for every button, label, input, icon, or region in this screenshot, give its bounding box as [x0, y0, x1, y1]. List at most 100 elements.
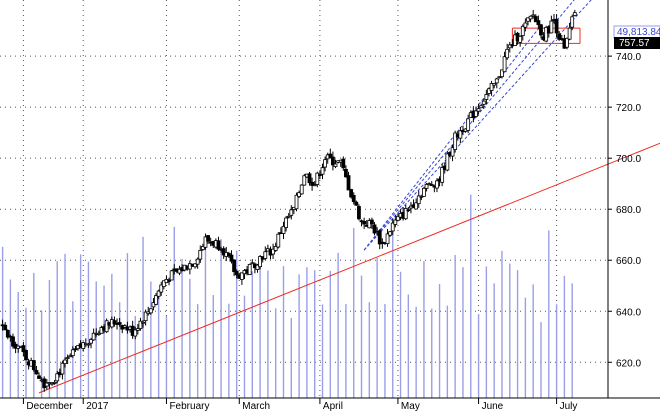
- candle-body: [232, 259, 236, 273]
- price-candles: [0, 9, 577, 392]
- candle-body: [112, 320, 117, 325]
- candle-body: [333, 163, 338, 167]
- candle-body: [427, 183, 432, 185]
- candle-body: [250, 262, 255, 265]
- candle-body: [354, 201, 359, 206]
- candle-body: [367, 220, 372, 229]
- candle-body: [458, 130, 463, 139]
- candle-body: [500, 69, 504, 78]
- candle-body: [3, 324, 8, 331]
- candle-body: [346, 175, 351, 191]
- axis-tick-labels: 620.0 640.0 660.0 680.0 700.0 720.0 740.0 Decem…: [22, 52, 641, 412]
- candle-body: [247, 264, 252, 276]
- candle-body: [565, 37, 569, 48]
- candle-body: [161, 280, 166, 287]
- candle-body: [206, 235, 210, 242]
- y-tick-label: 620.0: [616, 358, 641, 369]
- candle-body: [263, 251, 268, 259]
- y-tick-label: 660.0: [616, 256, 641, 267]
- candle-body: [24, 349, 28, 361]
- candle-body: [271, 248, 275, 255]
- candle-body: [5, 330, 10, 338]
- candle-body: [484, 94, 489, 100]
- candle-body: [73, 348, 78, 351]
- candle-body: [487, 88, 491, 94]
- candle-body: [60, 362, 65, 375]
- candle-body: [203, 236, 208, 248]
- candle-body: [44, 382, 49, 387]
- candle-body: [31, 360, 36, 371]
- candle-body: [307, 173, 312, 184]
- candle-body: [557, 33, 562, 40]
- candle-body: [65, 357, 70, 360]
- candle-body: [526, 17, 530, 22]
- candle-body: [341, 158, 346, 169]
- candle-body: [570, 16, 575, 28]
- candle-body: [96, 332, 101, 335]
- candle-body: [494, 78, 499, 84]
- x-tick-label: 2017: [86, 401, 109, 412]
- candle-body: [104, 320, 109, 333]
- candle-body: [200, 245, 205, 250]
- x-tick-label: May: [401, 401, 420, 412]
- trend-line: [363, 0, 575, 251]
- candle-body: [372, 224, 377, 234]
- axes: [0, 0, 660, 399]
- candle-body: [507, 44, 512, 49]
- price-badge-box: [614, 37, 660, 49]
- candle-body: [226, 253, 231, 257]
- candle-body: [440, 167, 445, 183]
- candle-body: [362, 221, 367, 225]
- candle-body: [518, 35, 523, 43]
- x-tick-label: June: [482, 401, 504, 412]
- candle-body: [138, 320, 143, 329]
- candle-body: [370, 219, 374, 225]
- candle-body: [302, 175, 307, 186]
- candle-body: [422, 187, 426, 197]
- candle-body: [141, 321, 145, 324]
- candle-body: [323, 159, 328, 168]
- candle-body: [390, 222, 395, 232]
- candle-body: [474, 110, 478, 117]
- candle-body: [289, 209, 294, 216]
- candle-body: [34, 370, 39, 375]
- candle-body: [167, 279, 171, 282]
- candle-body: [528, 15, 533, 20]
- candle-body: [55, 373, 60, 382]
- candle-body: [276, 233, 281, 248]
- candle-body: [21, 345, 26, 353]
- candle-body: [255, 264, 260, 270]
- trend-line: [38, 142, 660, 394]
- x-tick-label: February: [169, 401, 209, 412]
- x-tick-label: April: [323, 401, 343, 412]
- candle-body: [424, 183, 429, 189]
- candle-body: [344, 168, 348, 178]
- candle-body: [505, 48, 510, 59]
- candle-body: [229, 254, 234, 262]
- candle-body: [544, 26, 549, 42]
- candle-body: [385, 233, 390, 245]
- candle-body: [403, 208, 408, 220]
- candle-body: [497, 76, 502, 79]
- candle-body: [351, 194, 356, 203]
- candle-body: [476, 108, 481, 112]
- candle-body: [549, 20, 554, 34]
- candle-body: [435, 180, 439, 189]
- candle-body: [533, 16, 538, 23]
- x-tick-label: March: [242, 401, 270, 412]
- trend-line: [363, 25, 542, 251]
- candle-body: [258, 256, 262, 268]
- candle-body: [284, 217, 288, 228]
- candle-body: [89, 339, 93, 344]
- candle-body: [414, 202, 419, 210]
- candle-body: [91, 332, 96, 341]
- candle-body: [281, 225, 286, 234]
- candle-body: [294, 194, 299, 210]
- candle-body: [531, 14, 536, 17]
- candle-body: [286, 215, 291, 218]
- candle-body: [349, 189, 354, 198]
- candle-body: [318, 174, 322, 176]
- candle-body: [453, 132, 458, 150]
